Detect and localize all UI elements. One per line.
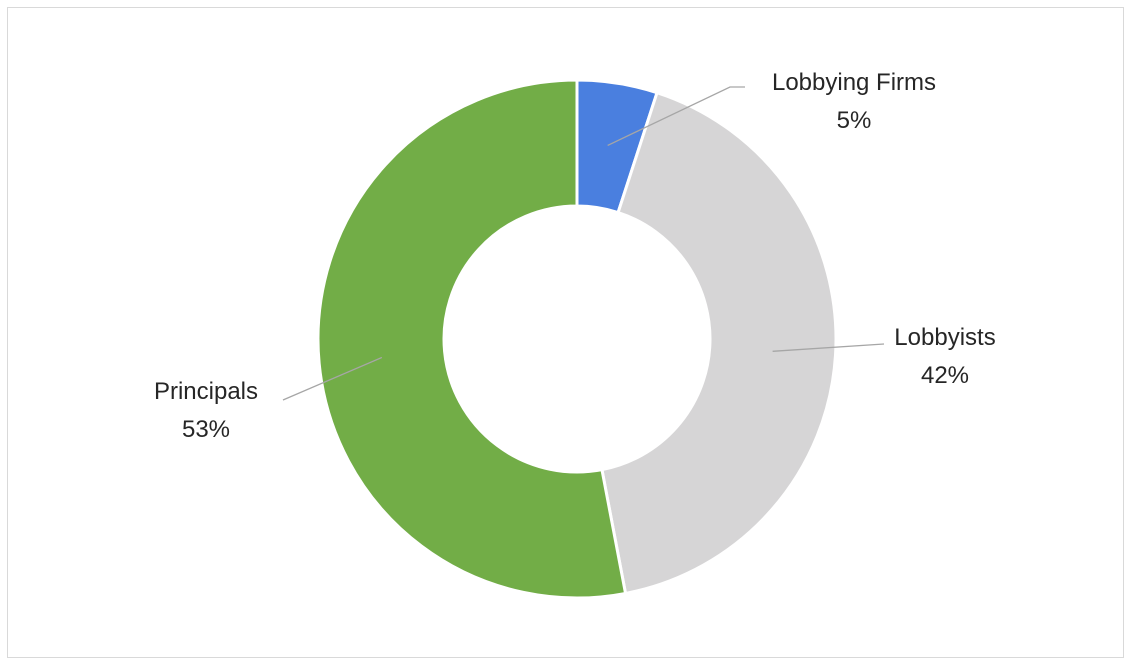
leader-line-principals [282, 356, 383, 401]
leader-line-lobbyists [772, 343, 885, 352]
donut-slice-lobbyists [600, 90, 838, 596]
leader-line-lobbying-firms [607, 86, 745, 146]
donut-slices [316, 78, 838, 600]
slice-label-value: 42% [921, 362, 969, 389]
slice-label-name: Lobbyists [894, 324, 995, 351]
donut-slice-principals [316, 78, 628, 600]
slice-label-value: 53% [182, 416, 230, 443]
slice-label-value: 5% [837, 107, 872, 134]
chart-area: Lobbying Firms 5% Lobbyists 42% Principa… [7, 7, 1124, 658]
slice-label-name: Lobbying Firms [772, 69, 936, 96]
slice-labels: Lobbying Firms 5% Lobbyists 42% Principa… [154, 69, 996, 443]
leader-lines [282, 86, 885, 401]
slice-label-name: Principals [154, 378, 258, 405]
donut-chart: Lobbying Firms 5% Lobbyists 42% Principa… [154, 69, 996, 600]
